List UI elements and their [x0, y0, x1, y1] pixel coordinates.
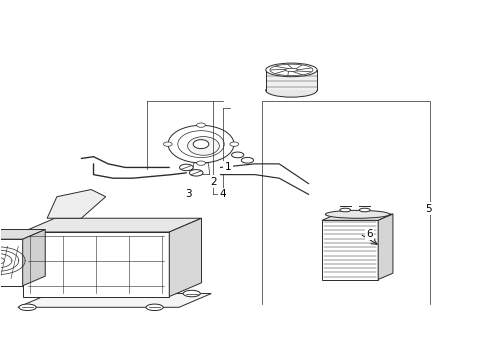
- Polygon shape: [23, 232, 169, 297]
- Ellipse shape: [230, 142, 239, 146]
- Polygon shape: [322, 220, 378, 279]
- Ellipse shape: [188, 136, 220, 155]
- Ellipse shape: [183, 290, 200, 297]
- Polygon shape: [169, 218, 201, 297]
- Polygon shape: [23, 218, 201, 232]
- Ellipse shape: [0, 257, 4, 264]
- Text: 6: 6: [367, 229, 373, 239]
- Ellipse shape: [340, 208, 351, 212]
- Ellipse shape: [266, 63, 317, 77]
- Ellipse shape: [325, 210, 390, 218]
- Polygon shape: [378, 214, 393, 279]
- Text: 1: 1: [224, 162, 231, 172]
- Ellipse shape: [168, 125, 234, 163]
- Polygon shape: [322, 214, 393, 220]
- Ellipse shape: [178, 131, 224, 158]
- Text: 5: 5: [425, 204, 432, 214]
- Ellipse shape: [193, 140, 209, 149]
- Ellipse shape: [196, 123, 205, 127]
- Polygon shape: [18, 293, 211, 307]
- Ellipse shape: [266, 84, 317, 97]
- Text: 3: 3: [186, 189, 192, 199]
- Ellipse shape: [242, 157, 253, 163]
- Text: 4: 4: [220, 189, 226, 199]
- Polygon shape: [0, 239, 23, 286]
- Ellipse shape: [232, 152, 244, 158]
- Ellipse shape: [359, 208, 370, 212]
- Polygon shape: [266, 70, 317, 90]
- Ellipse shape: [163, 142, 172, 146]
- Ellipse shape: [189, 170, 203, 176]
- Polygon shape: [47, 189, 106, 218]
- Polygon shape: [23, 230, 45, 286]
- Ellipse shape: [179, 164, 193, 171]
- Polygon shape: [0, 230, 45, 239]
- Polygon shape: [192, 163, 210, 175]
- Ellipse shape: [196, 161, 205, 165]
- Ellipse shape: [19, 304, 36, 311]
- Ellipse shape: [146, 304, 163, 311]
- Text: 2: 2: [210, 177, 217, 187]
- Ellipse shape: [285, 68, 297, 72]
